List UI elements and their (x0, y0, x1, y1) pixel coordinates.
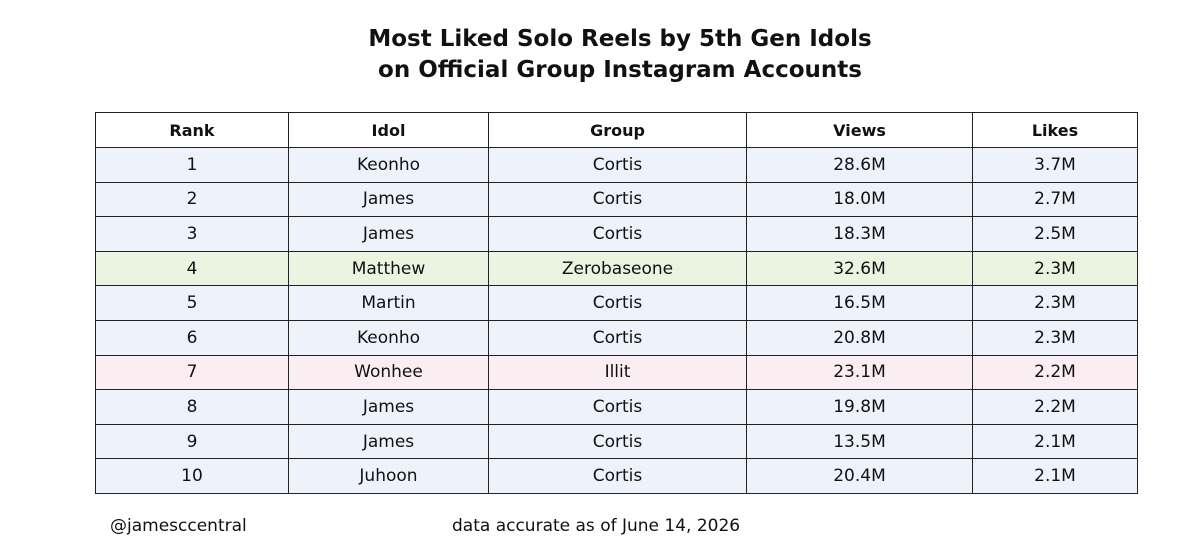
column-header-rank: Rank (95, 112, 289, 148)
cell-group: Cortis (488, 216, 747, 252)
chart-title: Most Liked Solo Reels by 5th Gen Idols o… (0, 24, 1200, 86)
cell-views: 18.3M (746, 216, 973, 252)
cell-idol: James (288, 181, 489, 218)
cell-rank: 5 (95, 285, 289, 321)
cell-views: 28.6M (746, 147, 973, 183)
table-row: 2 James Cortis 18.0M 2.7M (95, 181, 1138, 218)
cell-likes: 2.1M (972, 458, 1138, 494)
ranking-table: Rank Idol Group Views Likes 1 Keonho Corti… (95, 112, 1138, 494)
table-row: 6 Keonho Cortis 20.8M 2.3M (95, 319, 1138, 356)
cell-views: 18.0M (746, 181, 973, 218)
table-header-row: Rank Idol Group Views Likes (95, 112, 1138, 148)
cell-likes: 2.3M (972, 319, 1138, 356)
cell-idol: James (288, 216, 489, 252)
cell-rank: 7 (95, 354, 289, 391)
cell-rank: 8 (95, 389, 289, 425)
cell-rank: 3 (95, 216, 289, 252)
cell-rank: 2 (95, 181, 289, 218)
cell-group: Zerobaseone (488, 250, 747, 287)
column-header-idol: Idol (288, 112, 489, 148)
cell-likes: 2.1M (972, 423, 1138, 460)
cell-group: Cortis (488, 181, 747, 218)
cell-likes: 2.2M (972, 354, 1138, 391)
cell-idol: James (288, 423, 489, 460)
cell-idol: Wonhee (288, 354, 489, 391)
cell-rank: 9 (95, 423, 289, 460)
table-body: 1 Keonho Cortis 28.6M 3.7M 2 James Cortis 18.0M 2… (95, 147, 1138, 494)
table-row: 10 Juhoon Cortis 20.4M 2.1M (95, 458, 1138, 494)
table-row: 4 Matthew Zerobaseone 32.6M 2.3M (95, 250, 1138, 287)
cell-rank: 4 (95, 250, 289, 287)
cell-group: Cortis (488, 147, 747, 183)
cell-group: Cortis (488, 285, 747, 321)
cell-likes: 3.7M (972, 147, 1138, 183)
table-row: 1 Keonho Cortis 28.6M 3.7M (95, 147, 1138, 183)
cell-views: 23.1M (746, 354, 973, 391)
cell-idol: James (288, 389, 489, 425)
cell-rank: 10 (95, 458, 289, 494)
cell-views: 20.4M (746, 458, 973, 494)
cell-group: Cortis (488, 319, 747, 356)
chart-title-line-1: Most Liked Solo Reels by 5th Gen Idols (368, 26, 872, 52)
table-row: 8 James Cortis 19.8M 2.2M (95, 389, 1138, 425)
cell-likes: 2.2M (972, 389, 1138, 425)
cell-group: Illit (488, 354, 747, 391)
cell-likes: 2.5M (972, 216, 1138, 252)
cell-likes: 2.3M (972, 250, 1138, 287)
table-row: 7 Wonhee Illit 23.1M 2.2M (95, 354, 1138, 391)
cell-likes: 2.3M (972, 285, 1138, 321)
cell-views: 19.8M (746, 389, 973, 425)
cell-idol: Juhoon (288, 458, 489, 494)
cell-group: Cortis (488, 423, 747, 460)
cell-rank: 1 (95, 147, 289, 183)
cell-idol: Keonho (288, 319, 489, 356)
cell-views: 20.8M (746, 319, 973, 356)
table-row: 3 James Cortis 18.3M 2.5M (95, 216, 1138, 252)
column-header-group: Group (488, 112, 747, 148)
cell-views: 16.5M (746, 285, 973, 321)
cell-idol: Martin (288, 285, 489, 321)
table-row: 5 Martin Cortis 16.5M 2.3M (95, 285, 1138, 321)
chart-title-line-2: on Official Group Instagram Accounts (378, 57, 862, 83)
cell-views: 13.5M (746, 423, 973, 460)
cell-group: Cortis (488, 458, 747, 494)
column-header-views: Views (746, 112, 973, 148)
author-handle: @jamesccentral (110, 516, 247, 536)
cell-likes: 2.7M (972, 181, 1138, 218)
cell-idol: Keonho (288, 147, 489, 183)
table-row: 9 James Cortis 13.5M 2.1M (95, 423, 1138, 460)
data-accuracy-note: data accurate as of June 14, 2026 (452, 516, 741, 536)
cell-idol: Matthew (288, 250, 489, 287)
cell-rank: 6 (95, 319, 289, 356)
cell-views: 32.6M (746, 250, 973, 287)
cell-group: Cortis (488, 389, 747, 425)
column-header-likes: Likes (972, 112, 1138, 148)
